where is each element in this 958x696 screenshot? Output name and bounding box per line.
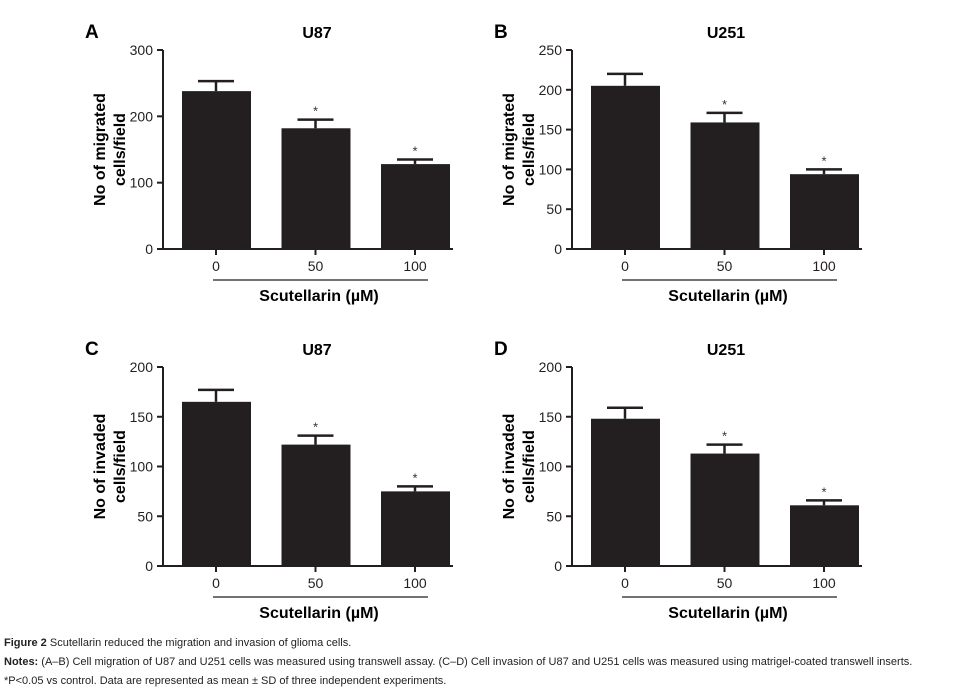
y-tick-label: 0 — [554, 241, 562, 257]
x-axis-label: Scutellarin (µM) — [259, 288, 378, 305]
bar — [381, 491, 450, 566]
y-tick-label: 100 — [130, 459, 154, 475]
bar — [182, 401, 251, 566]
bar — [790, 174, 859, 249]
significance-marker: * — [722, 97, 727, 112]
significance-marker: * — [313, 104, 318, 119]
chart-title: U251 — [707, 342, 745, 359]
y-axis-label: cells/field — [112, 113, 129, 186]
y-axis-label: cells/field — [112, 430, 129, 503]
y-axis-label: No of migrated — [501, 93, 518, 206]
x-tick-label: 0 — [621, 258, 629, 274]
y-tick-label: 250 — [539, 42, 563, 58]
y-axis-label: cells/field — [521, 430, 538, 503]
x-tick-label: 100 — [403, 258, 427, 274]
x-tick-label: 100 — [812, 575, 836, 591]
figure-title: Scutellarin reduced the migration and in… — [49, 637, 352, 649]
figure-label: Figure 2 — [4, 637, 47, 649]
y-tick-label: 200 — [130, 359, 154, 375]
x-tick-label: 0 — [212, 258, 220, 274]
bar — [591, 85, 660, 249]
significance-marker: * — [412, 470, 417, 485]
y-axis-label: cells/field — [521, 113, 538, 186]
y-axis-label: No of invaded — [92, 414, 109, 520]
y-tick-label: 50 — [137, 508, 153, 524]
y-tick-label: 0 — [145, 558, 153, 574]
x-tick-label: 0 — [212, 575, 220, 591]
figure-notes: Notes: (A–B) Cell migration of U87 and U… — [4, 653, 954, 691]
panel-letter: A — [85, 22, 99, 43]
bar — [281, 128, 351, 249]
chart-title: U87 — [302, 25, 331, 42]
x-axis-label: Scutellarin (µM) — [259, 605, 378, 622]
y-tick-label: 200 — [539, 359, 563, 375]
significance-marker: * — [313, 420, 318, 435]
chart-title: U87 — [302, 342, 331, 359]
y-axis-label: No of migrated — [92, 93, 109, 206]
y-tick-label: 0 — [145, 241, 153, 257]
x-tick-label: 50 — [308, 258, 324, 274]
y-tick-label: 200 — [130, 108, 154, 124]
bar — [381, 164, 450, 249]
bar — [281, 444, 351, 566]
y-tick-label: 150 — [130, 409, 154, 425]
notes-label: Notes: — [4, 656, 39, 668]
bar — [182, 91, 251, 249]
x-axis-label: Scutellarin (µM) — [668, 605, 787, 622]
x-tick-label: 50 — [308, 575, 324, 591]
significance-marker: * — [412, 143, 417, 158]
y-tick-label: 50 — [546, 508, 562, 524]
y-tick-label: 100 — [539, 459, 563, 475]
significance-marker: * — [821, 484, 826, 499]
y-tick-label: 300 — [130, 42, 154, 58]
y-tick-label: 150 — [539, 409, 563, 425]
panel-letter: D — [494, 339, 508, 360]
x-tick-label: 100 — [403, 575, 427, 591]
y-tick-label: 150 — [539, 122, 563, 138]
x-tick-label: 0 — [621, 575, 629, 591]
y-tick-label: 100 — [130, 175, 154, 191]
y-tick-label: 0 — [554, 558, 562, 574]
figure-caption: Figure 2 Scutellarin reduced the migrati… — [4, 634, 954, 653]
bar — [591, 418, 660, 566]
significance-marker: * — [722, 429, 727, 444]
panel-letter: C — [85, 339, 99, 360]
x-tick-label: 100 — [812, 258, 836, 274]
notes-text: (A–B) Cell migration of U87 and U251 cel… — [4, 656, 913, 687]
bar — [690, 453, 760, 566]
panel-letter: B — [494, 22, 508, 43]
x-axis-label: Scutellarin (µM) — [668, 288, 787, 305]
bar — [790, 505, 859, 566]
y-tick-label: 200 — [539, 82, 563, 98]
x-tick-label: 50 — [717, 575, 733, 591]
y-tick-label: 50 — [546, 201, 562, 217]
y-axis-label: No of invaded — [501, 414, 518, 520]
significance-marker: * — [821, 153, 826, 168]
bar — [690, 122, 760, 249]
x-tick-label: 50 — [717, 258, 733, 274]
chart-title: U251 — [707, 25, 745, 42]
y-tick-label: 100 — [539, 161, 563, 177]
